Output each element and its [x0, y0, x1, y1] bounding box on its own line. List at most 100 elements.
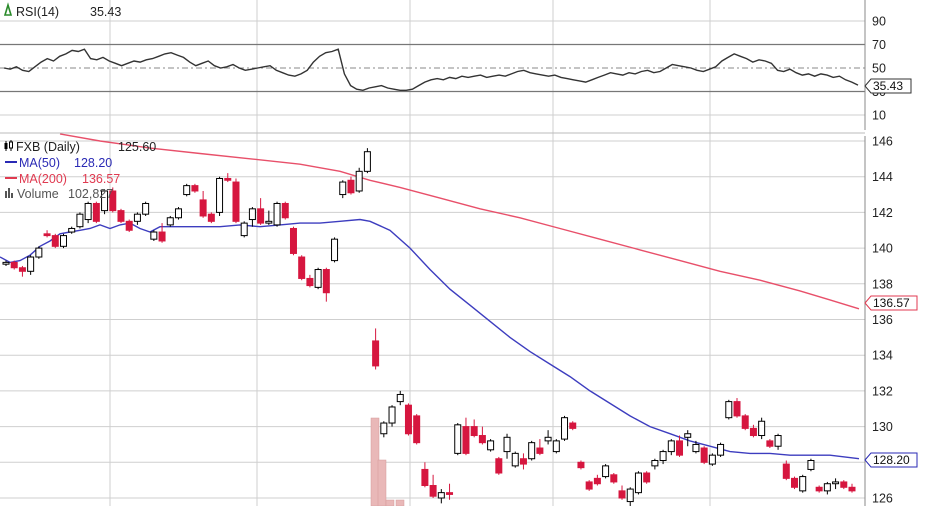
price-tick-label: 126 [872, 492, 893, 506]
candle [807, 458, 815, 472]
rsi-label-name: RSI(14) [16, 5, 59, 19]
candle [429, 474, 437, 498]
candlesticks [2, 148, 856, 506]
candle [651, 458, 659, 470]
candle [150, 230, 158, 241]
ma200-value-tag-text: 136.57 [873, 296, 910, 310]
candlestick-icon [4, 140, 13, 151]
candle [216, 176, 224, 216]
candle [832, 478, 840, 490]
candle [478, 426, 486, 445]
candle [519, 453, 527, 470]
candle [413, 414, 421, 445]
candle [717, 442, 725, 457]
moving-averages [0, 133, 860, 460]
candle [446, 483, 454, 500]
rsi-gridlines [0, 20, 865, 116]
ma50-value-tag-text: 128.20 [873, 453, 910, 467]
candle [708, 453, 716, 466]
candle [339, 180, 347, 199]
candle [733, 398, 741, 418]
rsi-tick-label: 50 [872, 62, 886, 76]
candle [684, 430, 692, 447]
candle [314, 267, 322, 290]
candle [503, 433, 511, 459]
volume-bar [377, 459, 387, 506]
rsi-axis-ticks: 9070503010 [872, 15, 886, 123]
candle [774, 433, 782, 450]
candle [18, 265, 26, 277]
candle [528, 440, 536, 461]
volume-legend-value: 102,827 [68, 187, 113, 201]
candle [84, 201, 92, 224]
candle [782, 460, 790, 481]
rsi-label-value: 35.43 [90, 5, 121, 19]
ma200-line [59, 133, 860, 310]
candle [495, 456, 503, 475]
candle [142, 201, 150, 216]
candle [421, 462, 429, 488]
candle [470, 419, 478, 438]
candle [257, 198, 265, 225]
price-legend: FXB (Daily) 125.60 MA(50) 128.20 MA(200)… [4, 140, 156, 201]
vertical-gridlines [109, 0, 711, 506]
candle [511, 451, 519, 468]
candle [396, 390, 404, 406]
candle [331, 237, 339, 263]
rsi-tick-label: 70 [872, 38, 886, 52]
rsi-indicator-icon [3, 2, 13, 16]
price-tick-label: 130 [872, 420, 893, 434]
candle [298, 255, 306, 281]
ma200-value-tag: 136.57 [864, 295, 918, 311]
price-label-value: 125.60 [118, 140, 156, 154]
candle [101, 189, 109, 215]
candle [667, 439, 675, 456]
candle [199, 190, 207, 218]
candle [68, 226, 76, 234]
candle [372, 328, 380, 370]
candle [487, 439, 495, 452]
candle [634, 471, 642, 495]
volume-bar [385, 499, 395, 506]
candle [224, 173, 232, 183]
price-gridlines [0, 140, 865, 499]
candle [207, 212, 215, 224]
candle [27, 255, 35, 275]
candle [741, 414, 749, 431]
candle [437, 489, 445, 504]
candle [380, 421, 388, 438]
rsi-tick-label: 90 [872, 15, 886, 29]
candle [51, 233, 59, 249]
candle [602, 464, 610, 479]
candle [799, 474, 807, 493]
price-tick-label: 144 [872, 170, 893, 184]
rsi-line-group [3, 48, 859, 92]
candle [544, 430, 552, 445]
ma50-legend-value: 128.20 [74, 156, 112, 170]
price-axis-ticks: 146144142140138136134132130128126 [872, 135, 893, 506]
candle [700, 446, 708, 465]
candle [626, 487, 634, 506]
candle [454, 423, 462, 456]
rsi-value-tag: 35.43 [864, 78, 912, 94]
candle [766, 439, 774, 449]
price-tick-label: 132 [872, 384, 893, 398]
candle [363, 148, 371, 174]
candle [462, 417, 470, 456]
candle [659, 449, 667, 465]
price-tick-label: 142 [872, 206, 893, 220]
ma50-legend-name: MA(50) [19, 156, 60, 170]
candle [10, 260, 18, 270]
candle [125, 219, 133, 233]
rsi-tick-label: 10 [872, 109, 886, 123]
volume-legend-name: Volume [17, 187, 59, 201]
candle [232, 178, 240, 224]
candle [166, 215, 174, 227]
candle [848, 483, 856, 493]
candle [610, 473, 618, 484]
candle [109, 187, 117, 213]
candle [289, 226, 297, 256]
candle [43, 230, 51, 238]
candle [133, 212, 141, 225]
